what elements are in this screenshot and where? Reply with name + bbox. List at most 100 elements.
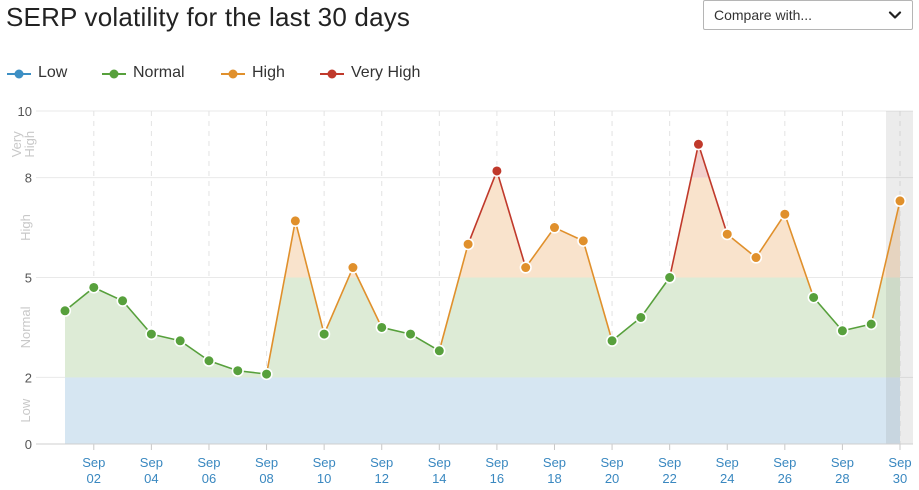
legend-label-high: High — [252, 64, 285, 81]
legend-dot-low — [14, 69, 24, 79]
data-point-normal — [145, 328, 158, 341]
x-tick-day: 28 — [835, 471, 849, 486]
x-tick-day: 04 — [144, 471, 158, 486]
series-segment — [64, 286, 95, 312]
data-point-normal — [231, 364, 244, 377]
x-tick-month: Sep — [197, 455, 220, 470]
data-point-normal — [318, 328, 331, 341]
series-segment — [668, 144, 700, 278]
x-tick-day: 08 — [259, 471, 273, 486]
page-title: SERP volatility for the last 30 days — [6, 2, 411, 32]
series-segment — [265, 220, 297, 375]
data-point-normal — [605, 334, 619, 347]
x-tick-month: Sep — [370, 455, 393, 470]
compare-with-label: Compare with... — [714, 7, 813, 23]
legend-dot-very-high — [327, 69, 337, 79]
band-label-word: High — [22, 131, 37, 158]
x-tick-day: 12 — [374, 471, 388, 486]
x-tick-day: 02 — [87, 471, 101, 486]
x-tick-day: 20 — [605, 471, 619, 486]
data-point-normal — [433, 344, 446, 357]
data-point-normal — [58, 304, 72, 317]
x-tick-day: 18 — [547, 471, 561, 486]
data-point-high — [778, 208, 791, 221]
series-segment — [467, 170, 498, 245]
data-point-normal — [202, 354, 216, 367]
legend-label-very-high: Very High — [351, 64, 421, 81]
x-tick-month: Sep — [831, 455, 854, 470]
series-segment — [352, 267, 383, 328]
data-point-normal — [87, 281, 100, 294]
x-tick-month: Sep — [888, 455, 911, 470]
series-segment — [870, 200, 901, 325]
data-point-very-high — [692, 138, 705, 151]
x-tick-month: Sep — [485, 455, 508, 470]
legend-label-normal: Normal — [133, 64, 185, 81]
y-tick-label: 8 — [25, 171, 32, 186]
band-label-word: Very — [9, 131, 24, 158]
y-tick-label: 2 — [25, 370, 32, 385]
chevron-down-icon — [888, 11, 902, 19]
data-point-high — [519, 261, 532, 274]
x-tick-month: Sep — [600, 455, 623, 470]
data-point-normal — [865, 318, 878, 331]
data-point-normal — [116, 294, 129, 307]
series-segment — [582, 240, 613, 341]
legend-marker-high — [221, 69, 245, 79]
series-segment — [784, 213, 815, 298]
data-point-normal — [634, 311, 647, 324]
x-tick-day: 10 — [317, 471, 331, 486]
data-point-very-high — [490, 164, 503, 178]
band-label-normal: Normal — [18, 306, 33, 348]
compare-with-dropdown[interactable]: Compare with... — [703, 0, 913, 30]
x-tick-month: Sep — [773, 455, 796, 470]
data-point-high — [346, 261, 360, 274]
x-tick-month: Sep — [82, 455, 105, 470]
data-point-normal — [260, 367, 273, 381]
x-tick-day: 26 — [778, 471, 792, 486]
x-tick-month: Sep — [255, 455, 278, 470]
area-band-normal — [65, 277, 900, 378]
x-tick-day: 30 — [893, 471, 907, 486]
x-tick-day: 16 — [490, 471, 504, 486]
x-tick-month: Sep — [543, 455, 566, 470]
series-segment — [697, 144, 729, 235]
x-tick-month: Sep — [428, 455, 451, 470]
series-segment — [726, 233, 757, 259]
y-tick-label: 5 — [25, 271, 32, 286]
legend-dot-normal — [109, 69, 119, 79]
band-label-high: High — [18, 214, 33, 241]
data-point-high — [893, 194, 907, 208]
series-segment — [323, 267, 354, 335]
legend-marker-low — [7, 69, 31, 79]
data-point-normal — [375, 321, 388, 334]
data-point-normal — [174, 334, 187, 347]
x-tick-day: 06 — [202, 471, 216, 486]
y-tick-label: 0 — [25, 437, 32, 452]
volatility-chart: 025810LowNormalHighVeryHighSep02Sep04Sep… — [9, 104, 913, 486]
series-segment — [755, 213, 786, 258]
series-segment — [525, 227, 556, 268]
series-segment — [640, 277, 671, 318]
area-band-high — [284, 177, 900, 278]
series-segment — [813, 296, 844, 332]
data-point-high — [289, 214, 302, 227]
data-point-high — [577, 234, 590, 247]
data-point-high — [721, 228, 734, 241]
x-tick-day: 24 — [720, 471, 734, 486]
band-label-low: Low — [18, 398, 33, 422]
highlight-column — [886, 111, 913, 444]
data-point-normal — [404, 328, 417, 341]
x-tick-day: 14 — [432, 471, 446, 486]
band-label-very-high: VeryHigh — [9, 131, 37, 158]
y-tick-label: 10 — [18, 104, 32, 119]
series-segment — [438, 243, 469, 351]
data-point-normal — [836, 324, 849, 337]
data-point-high — [749, 251, 763, 264]
legend-label-low: Low — [38, 64, 68, 81]
series-segment — [611, 316, 642, 342]
legend-marker-very-high — [320, 69, 344, 79]
data-point-high — [548, 221, 561, 234]
legend-dot-high — [228, 69, 238, 79]
series-segment — [496, 170, 527, 268]
